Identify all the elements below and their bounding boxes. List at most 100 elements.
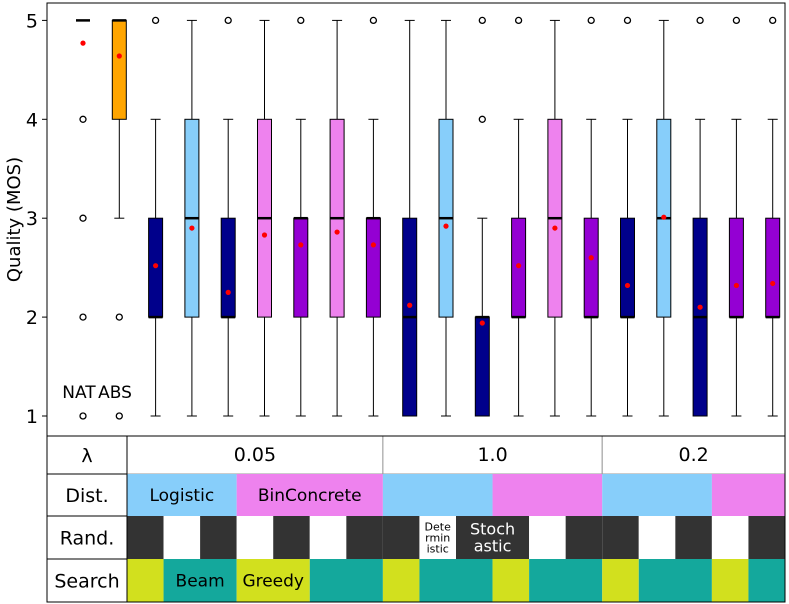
box-body [220,217,236,318]
box-b8 [329,19,345,417]
y-tick-label: 4 [26,109,38,131]
table-row-1: Dist. Logistic BinConcrete [46,473,785,517]
table-cell [236,474,383,516]
table-cell [309,559,383,602]
table-cell [565,516,603,559]
mean-marker [516,263,522,269]
row-label: Rand. [60,528,115,550]
mean-marker [697,304,703,310]
table-cell [273,516,310,559]
table-cell [675,516,712,559]
mean-marker [552,225,558,231]
mean-marker [153,263,159,269]
annotation-abs: ABS [98,383,132,403]
table-cell [163,559,237,602]
box-body [293,217,309,318]
outlier-point [79,115,87,123]
mean-marker [370,242,376,248]
box-b15 [583,16,599,417]
box-b16 [620,16,635,417]
mean-marker [298,242,304,248]
row-label-cell [46,473,128,517]
outlier-point [369,16,378,25]
outlier-point [79,313,87,321]
table-frame [46,435,786,603]
table-cell [529,516,566,559]
table-row-2: Rand. Dete rmin istic Stoch astic [46,515,785,560]
mean-marker [770,280,776,287]
table-cell [456,516,530,559]
mean-marker [661,214,667,220]
outlier-point [224,16,232,25]
outlier-point [115,313,123,321]
cell-label: Dete rmin istic [425,520,452,555]
cell-label: Greedy [242,572,304,592]
mean-marker [225,289,231,295]
mean-marker [479,320,485,326]
cell-label: 0.05 [234,444,276,466]
mean-marker [733,282,740,289]
table-cell [711,474,785,516]
table-cell [419,516,456,559]
y-tick-label: 3 [26,208,38,230]
outlier-point [297,16,305,25]
table-cell [382,474,493,516]
mean-marker [80,40,86,46]
table-cell [382,559,420,602]
outlier-point [79,412,87,420]
table-cell [127,516,164,559]
plot-area: 1 2 3 4 5 Quality (MOS) NAT ABS [4,2,786,437]
cell-label: Beam [176,572,225,592]
outlier-point [151,16,160,25]
box-body [474,316,490,417]
row-label: λ [81,445,92,467]
table-cell [236,559,310,602]
mean-marker [624,282,631,289]
table-cell [127,559,164,602]
box-b18 [692,16,708,417]
box-b10 [402,19,418,417]
y-tick-label: 5 [26,10,38,32]
mean-marker [443,223,449,229]
box-b4 [184,19,200,417]
table-cell [748,559,785,602]
table-row-3: Search Beam Greedy [46,558,785,603]
table-cell [748,516,785,559]
mean-marker [407,302,413,308]
outlier-point [115,412,123,420]
table-cell [163,516,201,559]
outlier-point [587,16,595,25]
cell-label: Logistic [149,486,214,506]
cell-label: 1.0 [477,444,507,466]
table-cell [638,559,712,602]
table-cell [492,559,530,602]
box-body [620,217,635,318]
table-cell [127,474,237,516]
cell-label: 0.2 [679,444,709,466]
row-label: Search [54,571,119,593]
box-body [111,19,127,120]
row-label-cell [46,558,128,603]
row-label: Dist. [65,485,108,507]
y-tick-label: 2 [26,307,38,329]
box-b11 [438,19,454,417]
box-ABS [111,19,127,420]
box-b12 [474,16,490,417]
box-NAT [76,19,90,420]
mean-marker [588,255,594,261]
box-b13 [511,16,527,417]
mean-marker [189,225,195,231]
table-cell [638,516,676,559]
outlier-point [732,16,741,25]
outlier-point [514,16,523,25]
table-cell [529,559,603,602]
box-body [583,217,599,318]
table-cell [711,516,749,559]
table-cell [419,559,493,602]
box-b6 [257,19,272,417]
box-b20 [765,16,781,417]
cell-label: BinConcrete [258,486,362,506]
box-b14 [547,19,563,417]
cell-label: Stoch astic [470,520,515,556]
mean-marker [261,232,268,238]
